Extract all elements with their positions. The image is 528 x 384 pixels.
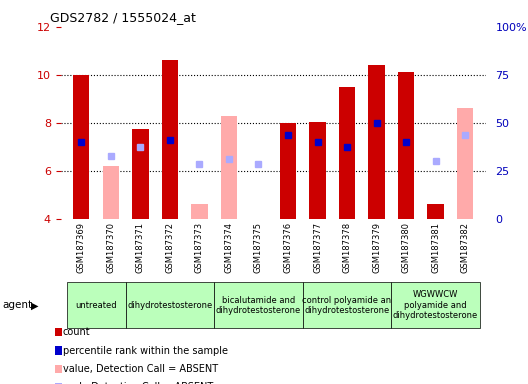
Text: percentile rank within the sample: percentile rank within the sample (63, 346, 228, 356)
Bar (103, 166, 119, 219)
Text: ▶: ▶ (31, 300, 38, 310)
Bar (339, 87, 355, 219)
Text: GSM187373: GSM187373 (195, 222, 204, 273)
Bar (391, 282, 480, 328)
Text: GSM187371: GSM187371 (136, 222, 145, 273)
Text: GSM187376: GSM187376 (284, 222, 293, 273)
Text: GSM187380: GSM187380 (402, 222, 411, 273)
Text: count: count (63, 327, 91, 337)
Bar (126, 282, 214, 328)
Text: rank, Detection Call = ABSENT: rank, Detection Call = ABSENT (63, 382, 213, 384)
Bar (428, 205, 444, 219)
Text: GDS2782 / 1555024_at: GDS2782 / 1555024_at (50, 12, 196, 25)
Text: value, Detection Call = ABSENT: value, Detection Call = ABSENT (63, 364, 218, 374)
Bar (280, 123, 296, 219)
Bar (73, 75, 90, 219)
Bar (191, 205, 208, 219)
Bar (162, 61, 178, 219)
Bar (457, 109, 473, 219)
Bar (214, 282, 303, 328)
Bar (67, 282, 126, 328)
Text: agent: agent (3, 300, 33, 310)
Text: GSM187377: GSM187377 (313, 222, 322, 273)
Text: untreated: untreated (76, 301, 117, 310)
Text: GSM187379: GSM187379 (372, 222, 381, 273)
Text: control polyamide an
dihydrotestosterone: control polyamide an dihydrotestosterone (303, 296, 392, 315)
Text: GSM187369: GSM187369 (77, 222, 86, 273)
Text: GSM187374: GSM187374 (224, 222, 233, 273)
Text: GSM187370: GSM187370 (107, 222, 116, 273)
Bar (398, 73, 414, 219)
Text: GSM187375: GSM187375 (254, 222, 263, 273)
Text: bicalutamide and
dihydrotestosterone: bicalutamide and dihydrotestosterone (216, 296, 301, 315)
Text: GSM187381: GSM187381 (431, 222, 440, 273)
Text: GSM187378: GSM187378 (343, 222, 352, 273)
Bar (221, 116, 237, 219)
Bar (309, 122, 326, 219)
Text: GSM187382: GSM187382 (460, 222, 469, 273)
Bar (369, 65, 385, 219)
Text: WGWWCW
polyamide and
dihydrotestosterone: WGWWCW polyamide and dihydrotestosterone (393, 290, 478, 320)
Bar (303, 282, 391, 328)
Text: GSM187372: GSM187372 (165, 222, 174, 273)
Text: dihydrotestosterone: dihydrotestosterone (127, 301, 213, 310)
Bar (133, 129, 148, 219)
